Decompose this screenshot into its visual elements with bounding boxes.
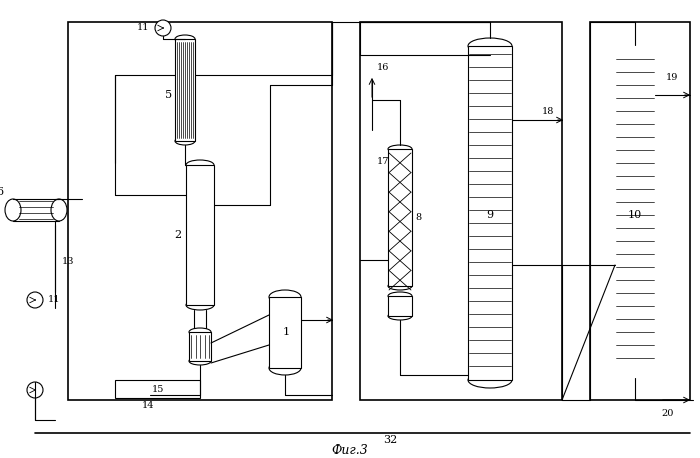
Ellipse shape (269, 290, 301, 304)
Bar (590, 22, 690, 400)
Ellipse shape (186, 160, 214, 170)
Bar (468, 46, 512, 380)
Bar (269, 297, 301, 368)
Text: 15: 15 (152, 386, 164, 394)
Bar (115, 380, 200, 398)
Text: 5: 5 (165, 90, 173, 100)
Text: 20: 20 (662, 409, 674, 418)
Ellipse shape (388, 292, 412, 300)
Ellipse shape (5, 199, 21, 221)
Bar (388, 149, 412, 286)
Text: 9: 9 (486, 210, 493, 220)
Ellipse shape (175, 137, 195, 145)
Circle shape (27, 382, 43, 398)
Text: 19: 19 (666, 73, 678, 82)
Ellipse shape (615, 45, 655, 59)
Bar (186, 165, 214, 305)
Text: 17: 17 (377, 158, 389, 167)
Circle shape (27, 292, 43, 308)
Ellipse shape (468, 38, 512, 54)
Bar (175, 39, 195, 141)
Ellipse shape (468, 372, 512, 388)
Bar (68, 22, 332, 400)
Text: 13: 13 (62, 257, 74, 267)
Ellipse shape (186, 300, 214, 310)
Text: 6: 6 (0, 187, 4, 197)
Ellipse shape (388, 312, 412, 320)
Ellipse shape (269, 361, 301, 375)
Text: 2: 2 (174, 230, 181, 240)
Text: 14: 14 (141, 400, 154, 409)
Text: 32: 32 (383, 435, 397, 445)
Ellipse shape (175, 35, 195, 43)
Bar (189, 332, 211, 361)
Text: 18: 18 (542, 108, 554, 116)
Bar (615, 52, 655, 371)
Text: 8: 8 (415, 213, 421, 223)
Text: 11: 11 (48, 295, 60, 305)
Ellipse shape (615, 364, 655, 378)
Text: 10: 10 (628, 210, 642, 220)
Text: 16: 16 (377, 64, 389, 72)
Ellipse shape (189, 357, 211, 365)
Ellipse shape (388, 145, 412, 153)
Text: 11: 11 (136, 23, 149, 33)
Bar (388, 296, 412, 316)
Ellipse shape (388, 282, 412, 290)
Ellipse shape (51, 199, 67, 221)
Circle shape (155, 20, 171, 36)
Bar (360, 22, 562, 400)
Text: 1: 1 (282, 327, 290, 337)
Text: Фиг.3: Фиг.3 (332, 443, 368, 457)
Ellipse shape (189, 328, 211, 336)
